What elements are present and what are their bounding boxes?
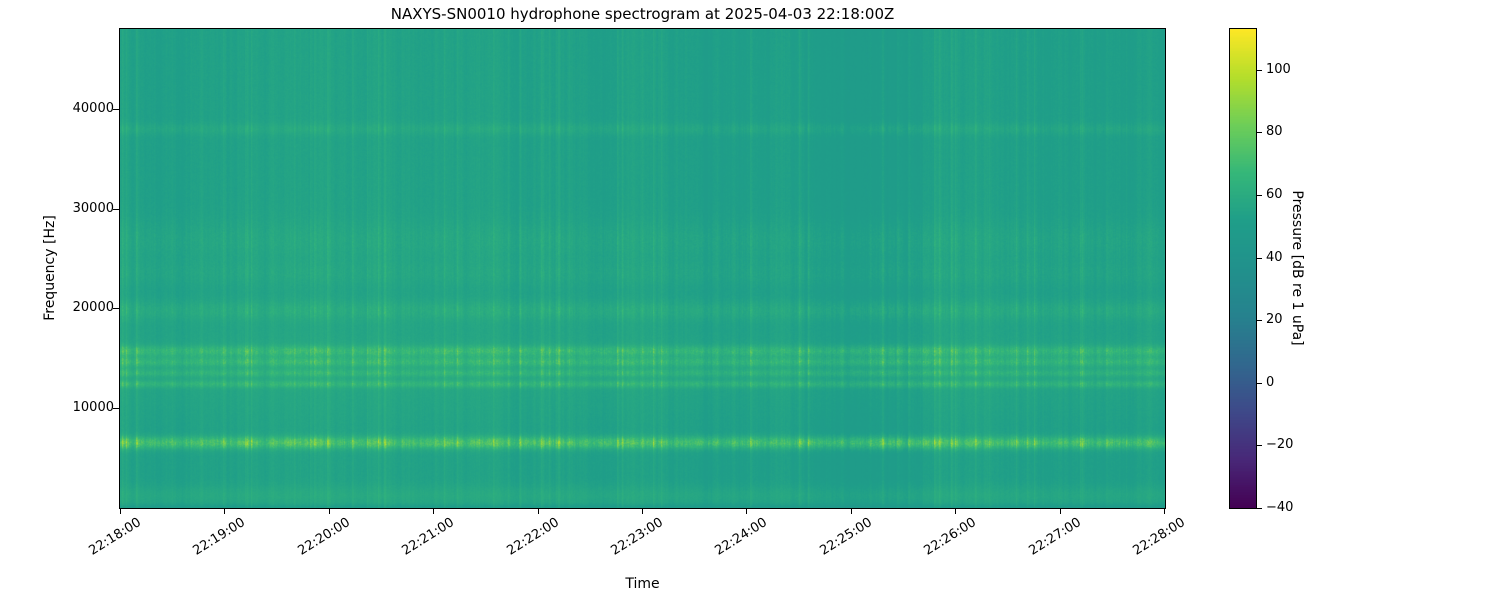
x-axis-tick-mark (328, 509, 330, 514)
x-axis-tick-mark (224, 509, 226, 514)
y-axis-tick-label: 30000 (72, 200, 114, 216)
chart-title: NAXYS-SN0010 hydrophone spectrogram at 2… (390, 5, 895, 23)
colorbar-tick-mark (1257, 445, 1262, 447)
colorbar-tick-label: 80 (1266, 124, 1283, 140)
colorbar-tick-label: 20 (1266, 312, 1283, 328)
x-axis-tick-mark (746, 509, 748, 514)
y-axis-tick-mark (113, 108, 119, 110)
colorbar-tick-label: 40 (1266, 249, 1283, 265)
colorbar-tick-label: −20 (1266, 437, 1294, 453)
colorbar-tick-mark (1257, 132, 1262, 134)
plot-area (119, 28, 1166, 509)
colorbar (1229, 28, 1257, 509)
colorbar-tick-mark (1257, 382, 1262, 384)
x-axis-tick-mark (537, 509, 539, 514)
x-axis-tick-mark (1164, 509, 1165, 514)
y-axis-tick-mark (113, 208, 119, 210)
colorbar-tick-label: −40 (1266, 500, 1294, 515)
x-axis-tick-mark (955, 509, 957, 514)
y-axis-tick-mark (113, 408, 119, 410)
colorbar-canvas (1230, 29, 1256, 508)
y-axis-tick-label: 40000 (72, 100, 114, 116)
y-axis-tick-label: 10000 (72, 400, 114, 416)
y-axis-tick-mark (113, 308, 119, 310)
x-axis-label: Time (625, 576, 660, 592)
colorbar-tick-mark (1257, 320, 1262, 322)
colorbar-tick-mark (1257, 508, 1262, 509)
x-axis-tick-mark (642, 509, 643, 514)
colorbar-tick-mark (1257, 194, 1262, 196)
colorbar-tick-label: 0 (1266, 374, 1275, 390)
x-axis-tick-mark (850, 509, 852, 514)
spectrogram-canvas (120, 29, 1165, 508)
colorbar-tick-label: 100 (1266, 61, 1291, 77)
y-axis-tick-label: 20000 (72, 300, 114, 316)
colorbar-label: Pressure [dB re 1 uPa] (1289, 190, 1305, 346)
colorbar-tick-mark (1257, 69, 1262, 71)
x-axis-tick-mark (433, 509, 435, 514)
colorbar-tick-label: 60 (1266, 186, 1283, 202)
x-axis-tick-mark (120, 509, 121, 514)
colorbar-tick-mark (1257, 257, 1262, 259)
x-axis-tick-mark (1059, 509, 1061, 514)
